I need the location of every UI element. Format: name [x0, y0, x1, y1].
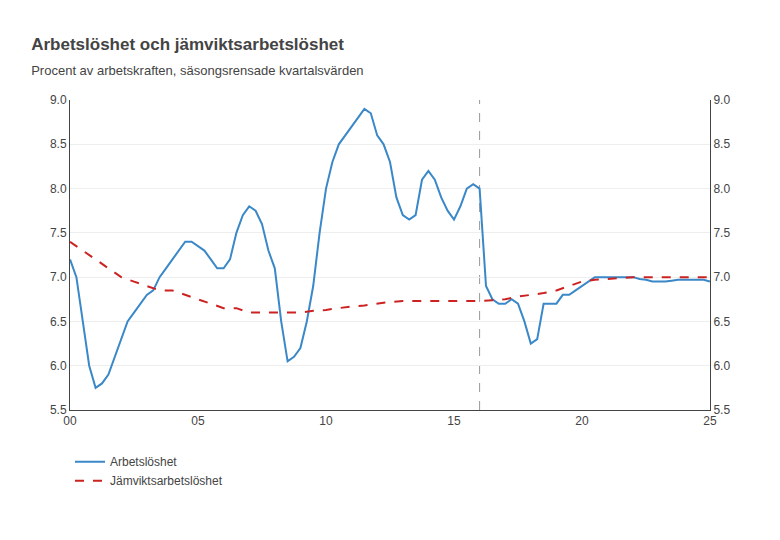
svg-text:6.5: 6.5	[713, 315, 730, 329]
svg-text:Procent av arbetskraften, säso: Procent av arbetskraften, säsongsrensade…	[31, 63, 363, 78]
svg-text:15: 15	[447, 414, 461, 428]
svg-text:25: 25	[703, 414, 717, 428]
svg-text:Jämviktsarbetslöshet: Jämviktsarbetslöshet	[110, 474, 223, 488]
svg-text:00: 00	[63, 414, 77, 428]
svg-text:20: 20	[575, 414, 589, 428]
svg-text:6.0: 6.0	[713, 359, 730, 373]
svg-text:7.5: 7.5	[713, 226, 730, 240]
svg-text:5.5: 5.5	[713, 403, 730, 417]
svg-text:7.0: 7.0	[50, 270, 67, 284]
svg-text:10: 10	[319, 414, 333, 428]
svg-text:5.5: 5.5	[50, 403, 67, 417]
svg-text:8.0: 8.0	[50, 182, 67, 196]
svg-text:6.0: 6.0	[50, 359, 67, 373]
svg-text:7.5: 7.5	[50, 226, 67, 240]
svg-text:8.5: 8.5	[713, 137, 730, 151]
svg-text:9.0: 9.0	[50, 93, 67, 107]
svg-text:6.5: 6.5	[50, 315, 67, 329]
svg-text:8.5: 8.5	[50, 137, 67, 151]
svg-text:Arbetslöshet och jämviktsarbet: Arbetslöshet och jämviktsarbetslöshet	[31, 35, 344, 54]
svg-text:7.0: 7.0	[713, 270, 730, 284]
svg-text:05: 05	[191, 414, 205, 428]
svg-text:8.0: 8.0	[713, 182, 730, 196]
svg-text:9.0: 9.0	[713, 93, 730, 107]
svg-text:Arbetslöshet: Arbetslöshet	[110, 455, 177, 469]
